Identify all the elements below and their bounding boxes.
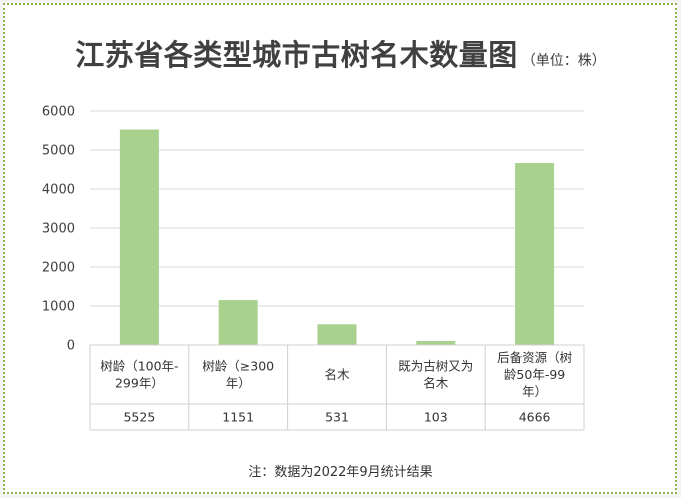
chart-title: 江苏省各类型城市古树名木数量图 <box>75 38 518 72</box>
data-table-value: 103 <box>424 410 448 425</box>
y-tick-label: 0 <box>67 339 75 354</box>
category-label: 名木 <box>324 367 350 382</box>
bar <box>317 324 357 345</box>
y-tick-label: 1000 <box>42 300 75 315</box>
y-tick-label: 4000 <box>42 183 75 198</box>
y-tick-label: 3000 <box>42 222 75 237</box>
category-label: 树龄（100年-299年） <box>100 359 178 391</box>
data-table-value: 4666 <box>519 410 551 425</box>
y-tick-label: 6000 <box>42 105 75 120</box>
category-label: 树龄（≥300 年） <box>202 359 274 391</box>
bar <box>416 340 456 345</box>
y-tick-label: 5000 <box>42 144 75 159</box>
data-table-value: 1151 <box>222 410 254 425</box>
data-table-value: 5525 <box>123 410 155 425</box>
category-label: 后备资源（树龄50年-99 年） <box>497 350 572 399</box>
chart-unit: （单位：株） <box>521 53 606 69</box>
bar <box>218 300 258 345</box>
bar <box>119 129 159 345</box>
y-tick-label: 2000 <box>42 261 75 276</box>
chart-footnote: 注：数据为2022年9月统计结果 <box>248 465 433 480</box>
chart-frame <box>3 3 677 494</box>
bar <box>515 163 555 345</box>
data-table-value: 531 <box>325 410 349 425</box>
category-label: 既为古树又为名木 <box>398 359 473 391</box>
chart-title-block: 江苏省各类型城市古树名木数量图 （单位：株） <box>0 32 681 74</box>
